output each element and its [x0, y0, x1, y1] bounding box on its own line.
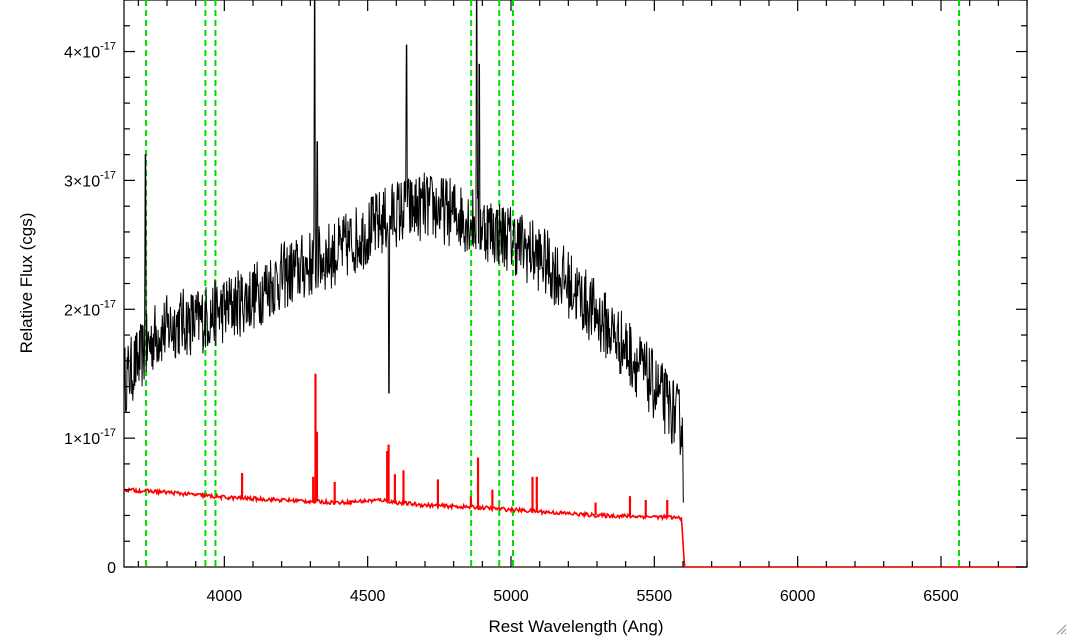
x-tick-label: 6000	[780, 588, 816, 605]
series-layer	[123, 0, 1027, 568]
y-axis-ticks: 0 1×10-17 2×10-17 3×10-17 4×10-17	[64, 0, 1027, 577]
x-tick-label: 6500	[923, 588, 959, 605]
model-spectrum-line	[123, 486, 1027, 568]
x-axis-title: Rest Wavelength (Ang)	[488, 617, 663, 636]
x-tick-label: 5500	[637, 588, 673, 605]
y-tick-label: 4×10-17	[64, 41, 116, 62]
y-tick-label: 1×10-17	[64, 427, 116, 448]
x-tick-label: 4500	[350, 588, 386, 605]
observed-spectrum-line	[123, 0, 684, 503]
x-axis-ticks: 4000 4500 5000 5500 6000 6500	[137, 0, 1028, 605]
y-tick-label: 0	[107, 560, 116, 577]
y-tick-label: 2×10-17	[64, 298, 116, 319]
resize-grip-icon[interactable]	[1055, 623, 1067, 635]
y-axis-title: Relative Flux (cgs)	[17, 213, 36, 354]
x-tick-label: 4000	[207, 588, 243, 605]
y-tick-label: 3×10-17	[64, 169, 116, 190]
x-tick-label: 5000	[493, 588, 529, 605]
reference-lines	[145, 0, 961, 567]
